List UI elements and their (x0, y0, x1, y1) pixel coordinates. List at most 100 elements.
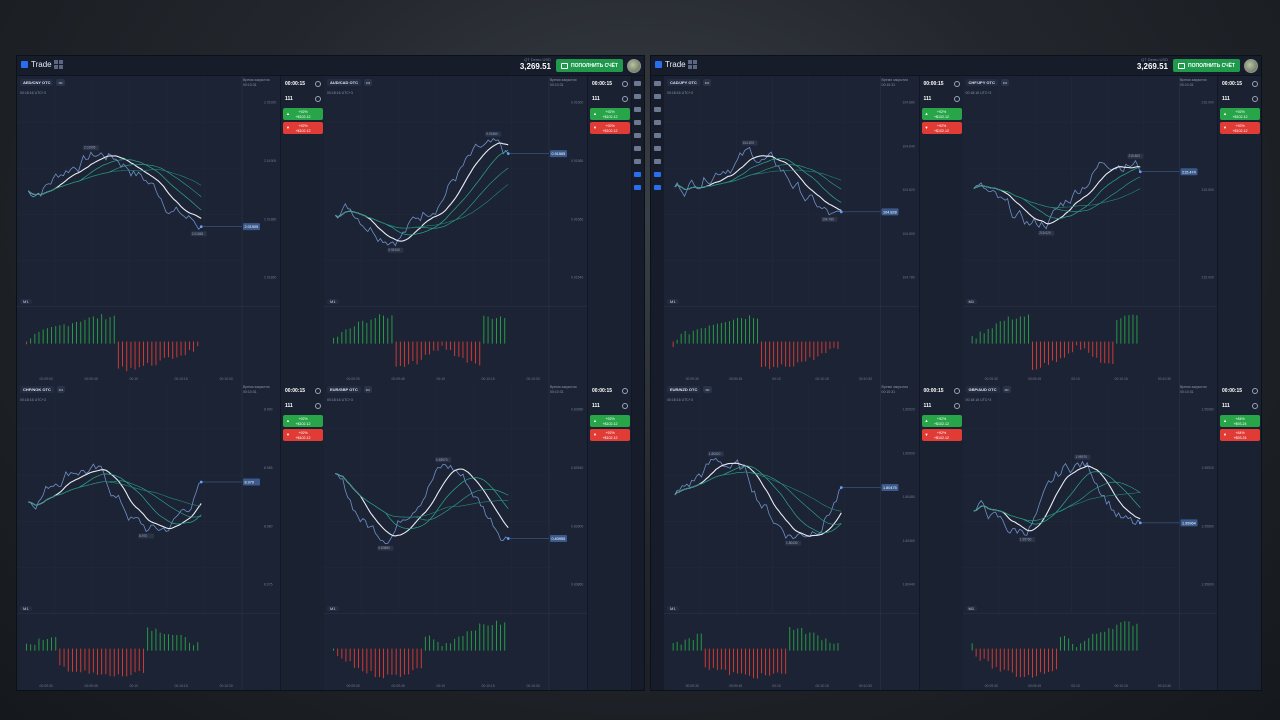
price-chart[interactable]: 0.91565 0.91580 0.91510 0.91600 0.91580 0.915… (324, 76, 587, 383)
account-balance[interactable]: QT Demo USD 3,269.51 (520, 57, 551, 71)
chart-icon[interactable] (634, 81, 641, 86)
trade-amount[interactable]: 111 (592, 96, 600, 102)
asset-selector[interactable]: AUD/CAD OTC ••• (327, 79, 373, 86)
asset-selector[interactable]: EUR/GBP OTC ••• (327, 386, 372, 393)
timeframe-selector[interactable]: M1 (20, 606, 32, 612)
signal-icon[interactable] (654, 172, 661, 177)
call-button[interactable]: ▲ +92% +$102.12 (1220, 108, 1260, 120)
price-chart[interactable]: 0.83955 0.83970 0.83860 0.83980 0.83940 0.839… (324, 383, 587, 690)
cart-icon[interactable] (654, 120, 661, 125)
more-options-button[interactable]: ••• (702, 79, 712, 86)
expiry-timer[interactable]: 00:00:15 (923, 388, 944, 394)
asset-selector[interactable]: CAD/JPY OTC ••• (667, 79, 712, 86)
asset-name[interactable]: AUD/CAD OTC (327, 79, 361, 86)
trophy-icon[interactable] (654, 133, 661, 138)
dollar-icon[interactable] (634, 94, 641, 99)
call-button[interactable]: ▲ +92% +$102.12 (283, 108, 323, 120)
info-icon[interactable] (953, 96, 960, 102)
call-button[interactable]: ▲ +92% +$102.12 (921, 415, 962, 427)
trade-amount[interactable]: 111 (923, 96, 932, 102)
price-chart[interactable]: 215.474 215.800 215.020 216.000 215.500 215.0… (962, 76, 1218, 383)
settings-icon[interactable] (654, 185, 661, 190)
brand-logo[interactable]: Trade (655, 60, 686, 69)
trade-amount[interactable]: 111 (592, 403, 600, 409)
asset-name[interactable]: CAD/JPY OTC (667, 79, 700, 86)
price-chart[interactable]: 104.828 104.870 104.780 104.880 104.840 104.8… (664, 76, 919, 383)
call-button[interactable]: ▲ +92% +$102.12 (590, 415, 630, 427)
clock-icon[interactable] (953, 81, 960, 87)
user-icon[interactable] (654, 107, 661, 112)
put-button[interactable]: ▼ +92% +$102.12 (1220, 122, 1260, 134)
put-button[interactable]: ▼ +92% +$102.12 (921, 429, 962, 441)
info-icon[interactable] (315, 96, 321, 102)
asset-name[interactable]: CHF/JPY OTC (965, 79, 998, 86)
expiry-timer[interactable]: 00:00:15 (1222, 81, 1243, 87)
timeframe-selector[interactable]: M1 (965, 606, 978, 612)
asset-selector[interactable]: GBP/AUD OTC ••• (965, 386, 1011, 393)
call-button[interactable]: ▲ +92% +$102.12 (283, 415, 323, 427)
chat-icon[interactable] (634, 146, 641, 151)
more-options-button[interactable]: ••• (56, 386, 65, 393)
put-button[interactable]: ▼ +92% +$102.12 (283, 122, 323, 134)
asset-name[interactable]: EUR/GBP OTC (327, 386, 361, 393)
top-up-button[interactable]: ПОПОЛНИТЬ СЧЁТ (556, 59, 623, 72)
price-chart[interactable]: 2.01905 2.01905 2.01863 2.01920 2.01900 2.018… (17, 76, 280, 383)
signal-icon[interactable] (634, 172, 641, 177)
expiry-timer[interactable]: 00:00:15 (592, 388, 613, 394)
asset-selector[interactable]: CHF/JPY OTC ••• (965, 79, 1010, 86)
price-chart[interactable]: 8.970 8.970 8.990 8.985 8.980 8.975 00:09:30 00… (17, 383, 280, 690)
price-chart[interactable]: 1.80475 1.80520 1.80430 1.80520 1.80500 1.804… (664, 383, 919, 690)
clock-icon[interactable] (315, 388, 321, 394)
trophy-icon[interactable] (634, 133, 641, 138)
dollar-icon[interactable] (654, 94, 661, 99)
help-icon[interactable] (654, 159, 661, 164)
top-up-button[interactable]: ПОПОЛНИТЬ СЧЁТ (1173, 59, 1240, 72)
put-button[interactable]: ▼ +92% +$102.12 (590, 429, 630, 441)
layout-grid-icon[interactable] (54, 60, 63, 69)
info-icon[interactable] (1252, 403, 1258, 409)
put-button[interactable]: ▼ +92% +$102.12 (283, 429, 323, 441)
info-icon[interactable] (1252, 96, 1258, 102)
asset-name[interactable]: EUR/NZD OTC (667, 386, 701, 393)
call-button[interactable]: ▲ +92% +$102.12 (590, 108, 630, 120)
timeframe-selector[interactable]: M1 (667, 299, 679, 305)
asset-selector[interactable]: EUR/NZD OTC ••• (667, 386, 712, 393)
more-options-button[interactable]: ••• (56, 79, 65, 86)
chart-icon[interactable] (654, 81, 661, 86)
timeframe-selector[interactable]: M1 (327, 606, 339, 612)
clock-icon[interactable] (1252, 388, 1258, 394)
expiry-timer[interactable]: 00:00:15 (285, 81, 306, 87)
timeframe-selector[interactable]: M1 (327, 299, 339, 305)
asset-selector[interactable]: CHF/NOK OTC ••• (20, 386, 65, 393)
brand-logo[interactable]: Trade (21, 60, 52, 69)
clock-icon[interactable] (953, 388, 960, 394)
price-chart[interactable]: 1.95964 1.95970 1.95760 1.95980 1.95920 1.958… (962, 383, 1218, 690)
help-icon[interactable] (634, 159, 641, 164)
timeframe-selector[interactable]: M1 (965, 299, 978, 305)
clock-icon[interactable] (315, 81, 321, 87)
info-icon[interactable] (622, 96, 628, 102)
expiry-timer[interactable]: 00:00:15 (592, 81, 613, 87)
expiry-timer[interactable]: 00:00:15 (923, 81, 944, 87)
avatar[interactable] (1244, 59, 1258, 73)
user-icon[interactable] (634, 107, 641, 112)
expiry-timer[interactable]: 00:00:15 (1222, 388, 1243, 394)
asset-name[interactable]: CHF/NOK OTC (20, 386, 54, 393)
settings-icon[interactable] (634, 185, 641, 190)
asset-name[interactable]: GBP/AUD OTC (965, 386, 1000, 393)
put-button[interactable]: ▼ +92% +$102.12 (921, 122, 962, 134)
clock-icon[interactable] (1252, 81, 1258, 87)
put-button[interactable]: ▼ +92% +$102.12 (590, 122, 630, 134)
call-button[interactable]: ▲ +92% +$102.12 (921, 108, 962, 120)
cart-icon[interactable] (634, 120, 641, 125)
more-options-button[interactable]: ••• (1002, 386, 1011, 393)
avatar[interactable] (627, 59, 641, 73)
timeframe-selector[interactable]: M1 (20, 299, 32, 305)
clock-icon[interactable] (622, 388, 628, 394)
more-options-button[interactable]: ••• (1000, 79, 1010, 86)
more-options-button[interactable]: ••• (703, 386, 712, 393)
more-options-button[interactable]: ••• (363, 386, 372, 393)
chat-icon[interactable] (654, 146, 661, 151)
clock-icon[interactable] (622, 81, 628, 87)
trade-amount[interactable]: 111 (1222, 403, 1230, 409)
